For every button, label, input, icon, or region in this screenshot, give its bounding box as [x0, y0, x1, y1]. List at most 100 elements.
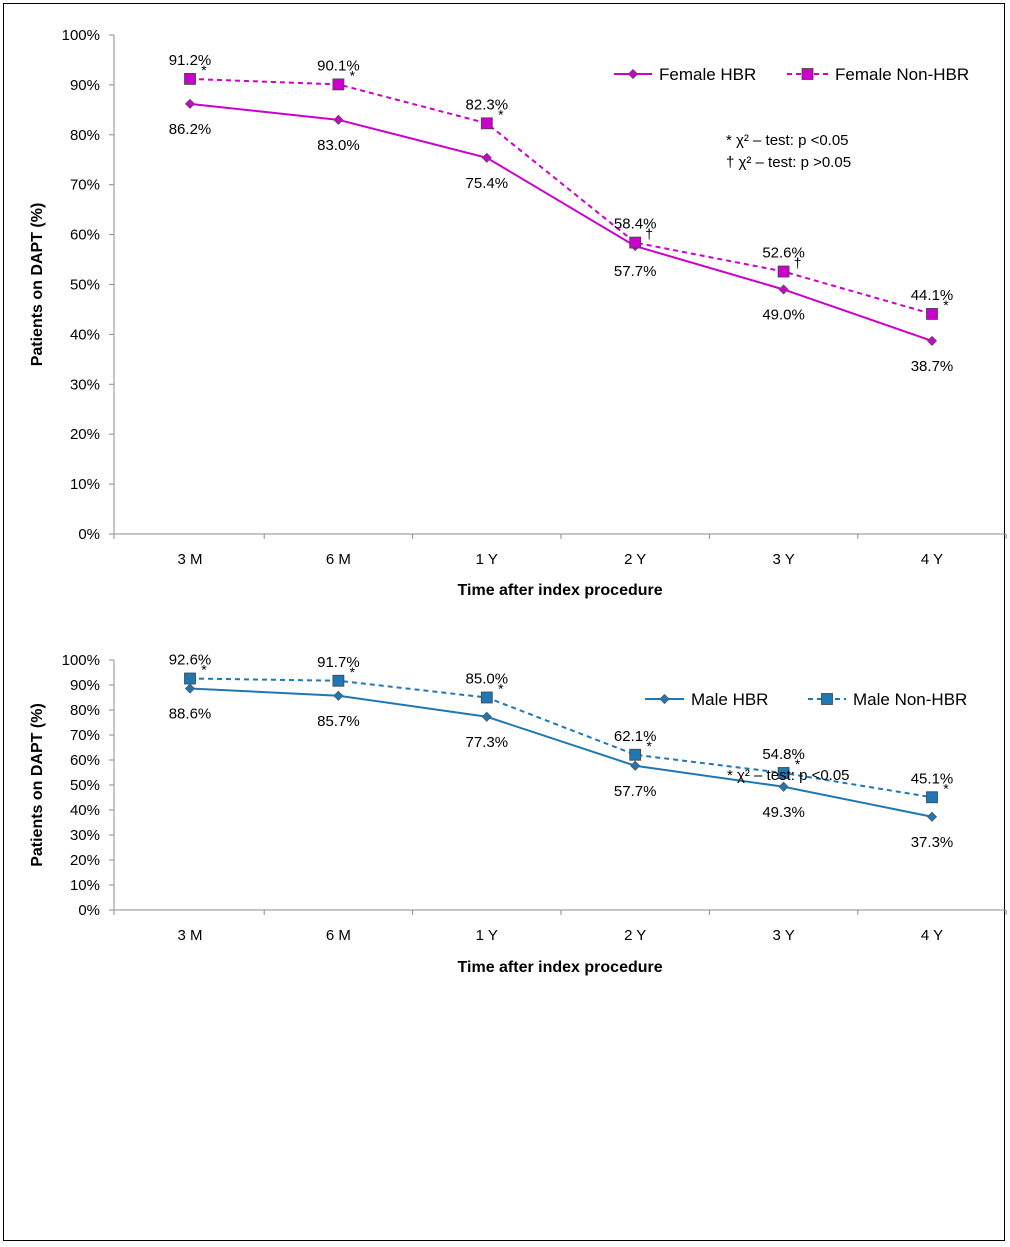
data-label: 88.6%	[169, 706, 212, 723]
data-point	[629, 236, 642, 249]
y-axis-title: Patients on DAPT (%)	[29, 203, 46, 367]
data-label: 57.7%	[614, 783, 657, 800]
data-label: 75.4%	[466, 175, 509, 192]
significance-mark: *	[795, 756, 801, 772]
data-point	[333, 114, 344, 125]
data-label: 57.7%	[614, 263, 657, 280]
data-label: 45.1%	[911, 770, 954, 787]
significance-mark: *	[943, 780, 949, 796]
series-line	[189, 677, 933, 799]
data-point	[184, 683, 196, 694]
x-tick-label: 2 Y	[624, 551, 646, 568]
data-point	[777, 265, 790, 278]
data-point	[778, 284, 789, 295]
series-line	[189, 102, 933, 342]
significance-mark: †	[794, 255, 802, 271]
chart-1: 0% 10% 20% 30% 40% 50% 60% 70% 80% 90% 100% 3 M 6 M 1…	[29, 27, 1007, 599]
data-label: 83.0%	[317, 137, 360, 154]
series-male-hbr: 88.6% 85.7% 77.3% 57.7% 49.3% 37.3%	[169, 683, 954, 851]
series-line	[189, 687, 933, 818]
data-label: 37.3%	[911, 834, 954, 851]
data-point	[481, 152, 492, 163]
significance-mark: *	[201, 662, 207, 678]
data-point	[332, 674, 345, 687]
y-tick-label: 30%	[70, 376, 100, 393]
y-tick-label: 40%	[70, 326, 100, 343]
x-tick-label: 3 M	[177, 551, 202, 568]
legend-label: Female HBR	[659, 65, 756, 84]
x-tick-label: 3 Y	[772, 551, 794, 568]
y-tick-label: 20%	[70, 426, 100, 443]
data-point	[926, 335, 938, 346]
series-female-non-hbr: 91.2%* 90.1%*82.3%*58.4%†52.6%†44.1%*	[169, 52, 953, 320]
data-point	[926, 308, 938, 320]
legend-marker	[627, 68, 639, 80]
data-point	[926, 811, 938, 822]
data-point	[184, 672, 196, 685]
x-tick-label: 3 M	[177, 927, 202, 944]
y-tick-label: 0%	[78, 902, 100, 919]
y-tick-label: 50%	[70, 777, 100, 794]
legend: Male HBR Male Non-HBR	[645, 690, 967, 709]
significance-mark: *	[201, 62, 207, 78]
data-label: 49.0%	[762, 306, 805, 323]
y-tick-label: 90%	[70, 77, 100, 94]
y-axis-title: Patients on DAPT (%)	[29, 703, 46, 867]
annotation: * χ² – test: p <0.05	[727, 767, 850, 784]
data-label: 90.1%	[317, 57, 360, 74]
legend-marker	[821, 693, 833, 705]
significance-mark: *	[498, 681, 504, 697]
legend-label: Male Non-HBR	[853, 690, 967, 709]
x-tick-label: 4 Y	[921, 551, 943, 568]
annotation: † χ² – test: p >0.05	[726, 154, 851, 171]
y-tick-label: 10%	[70, 476, 100, 493]
x-tick-label: 2 Y	[624, 927, 646, 944]
data-label: 82.3%	[466, 96, 509, 113]
significance-mark: *	[350, 67, 356, 83]
x-tick-label: 3 Y	[772, 927, 794, 944]
y-tick-label: 70%	[70, 727, 100, 744]
series-male-non-hbr: 92.6%* 91.7%* 85.0%*62.1%*54.8%*45.1%*	[169, 652, 954, 804]
x-tick-label: 6 M	[326, 551, 351, 568]
legend-marker	[659, 693, 670, 705]
data-point	[481, 711, 492, 722]
x-tick-label: 4 Y	[921, 927, 943, 944]
annotation: * χ² – test: p <0.05	[726, 132, 849, 149]
legend: Female HBR Female Non-HBR	[614, 65, 969, 84]
data-point	[629, 748, 642, 761]
y-tick-label: 100%	[62, 27, 100, 44]
data-point	[630, 760, 641, 771]
y-tick-label: 20%	[70, 852, 100, 869]
data-point	[480, 117, 493, 130]
y-tick-label: 60%	[70, 227, 100, 244]
data-label: 85.7%	[317, 713, 360, 730]
data-point	[480, 691, 493, 704]
significance-mark: *	[646, 738, 652, 754]
y-tick-label: 30%	[70, 827, 100, 844]
data-point	[333, 690, 344, 701]
data-label: 52.6%	[762, 245, 805, 262]
data-point	[184, 73, 196, 85]
data-label: 85.0%	[466, 671, 509, 688]
significance-mark: *	[350, 664, 356, 680]
data-label: 38.7%	[911, 358, 954, 375]
series-line	[189, 77, 933, 315]
data-label: 58.4%	[614, 216, 657, 233]
data-point	[777, 767, 790, 779]
x-tick-label: 1 Y	[476, 927, 498, 944]
x-tick-label: 1 Y	[476, 551, 498, 568]
x-tick-label: 6 M	[326, 927, 351, 944]
significance-mark: *	[498, 106, 504, 122]
data-label: 62.1%	[614, 728, 657, 745]
y-tick-label: 70%	[70, 177, 100, 194]
chart-2: 0% 10% 20% 30% 40% 50% 60% 70% 80% 90% 100% 3 M 6 M 1…	[29, 652, 1007, 976]
legend-label: Female Non-HBR	[835, 65, 969, 84]
y-tick-label: 80%	[70, 127, 100, 144]
y-tick-label: 90%	[70, 677, 100, 694]
data-label: 91.2%	[169, 52, 212, 69]
figure-frame	[3, 3, 1005, 1241]
significance-mark: *	[943, 297, 949, 313]
legend-marker	[801, 68, 814, 80]
data-point	[332, 78, 345, 91]
